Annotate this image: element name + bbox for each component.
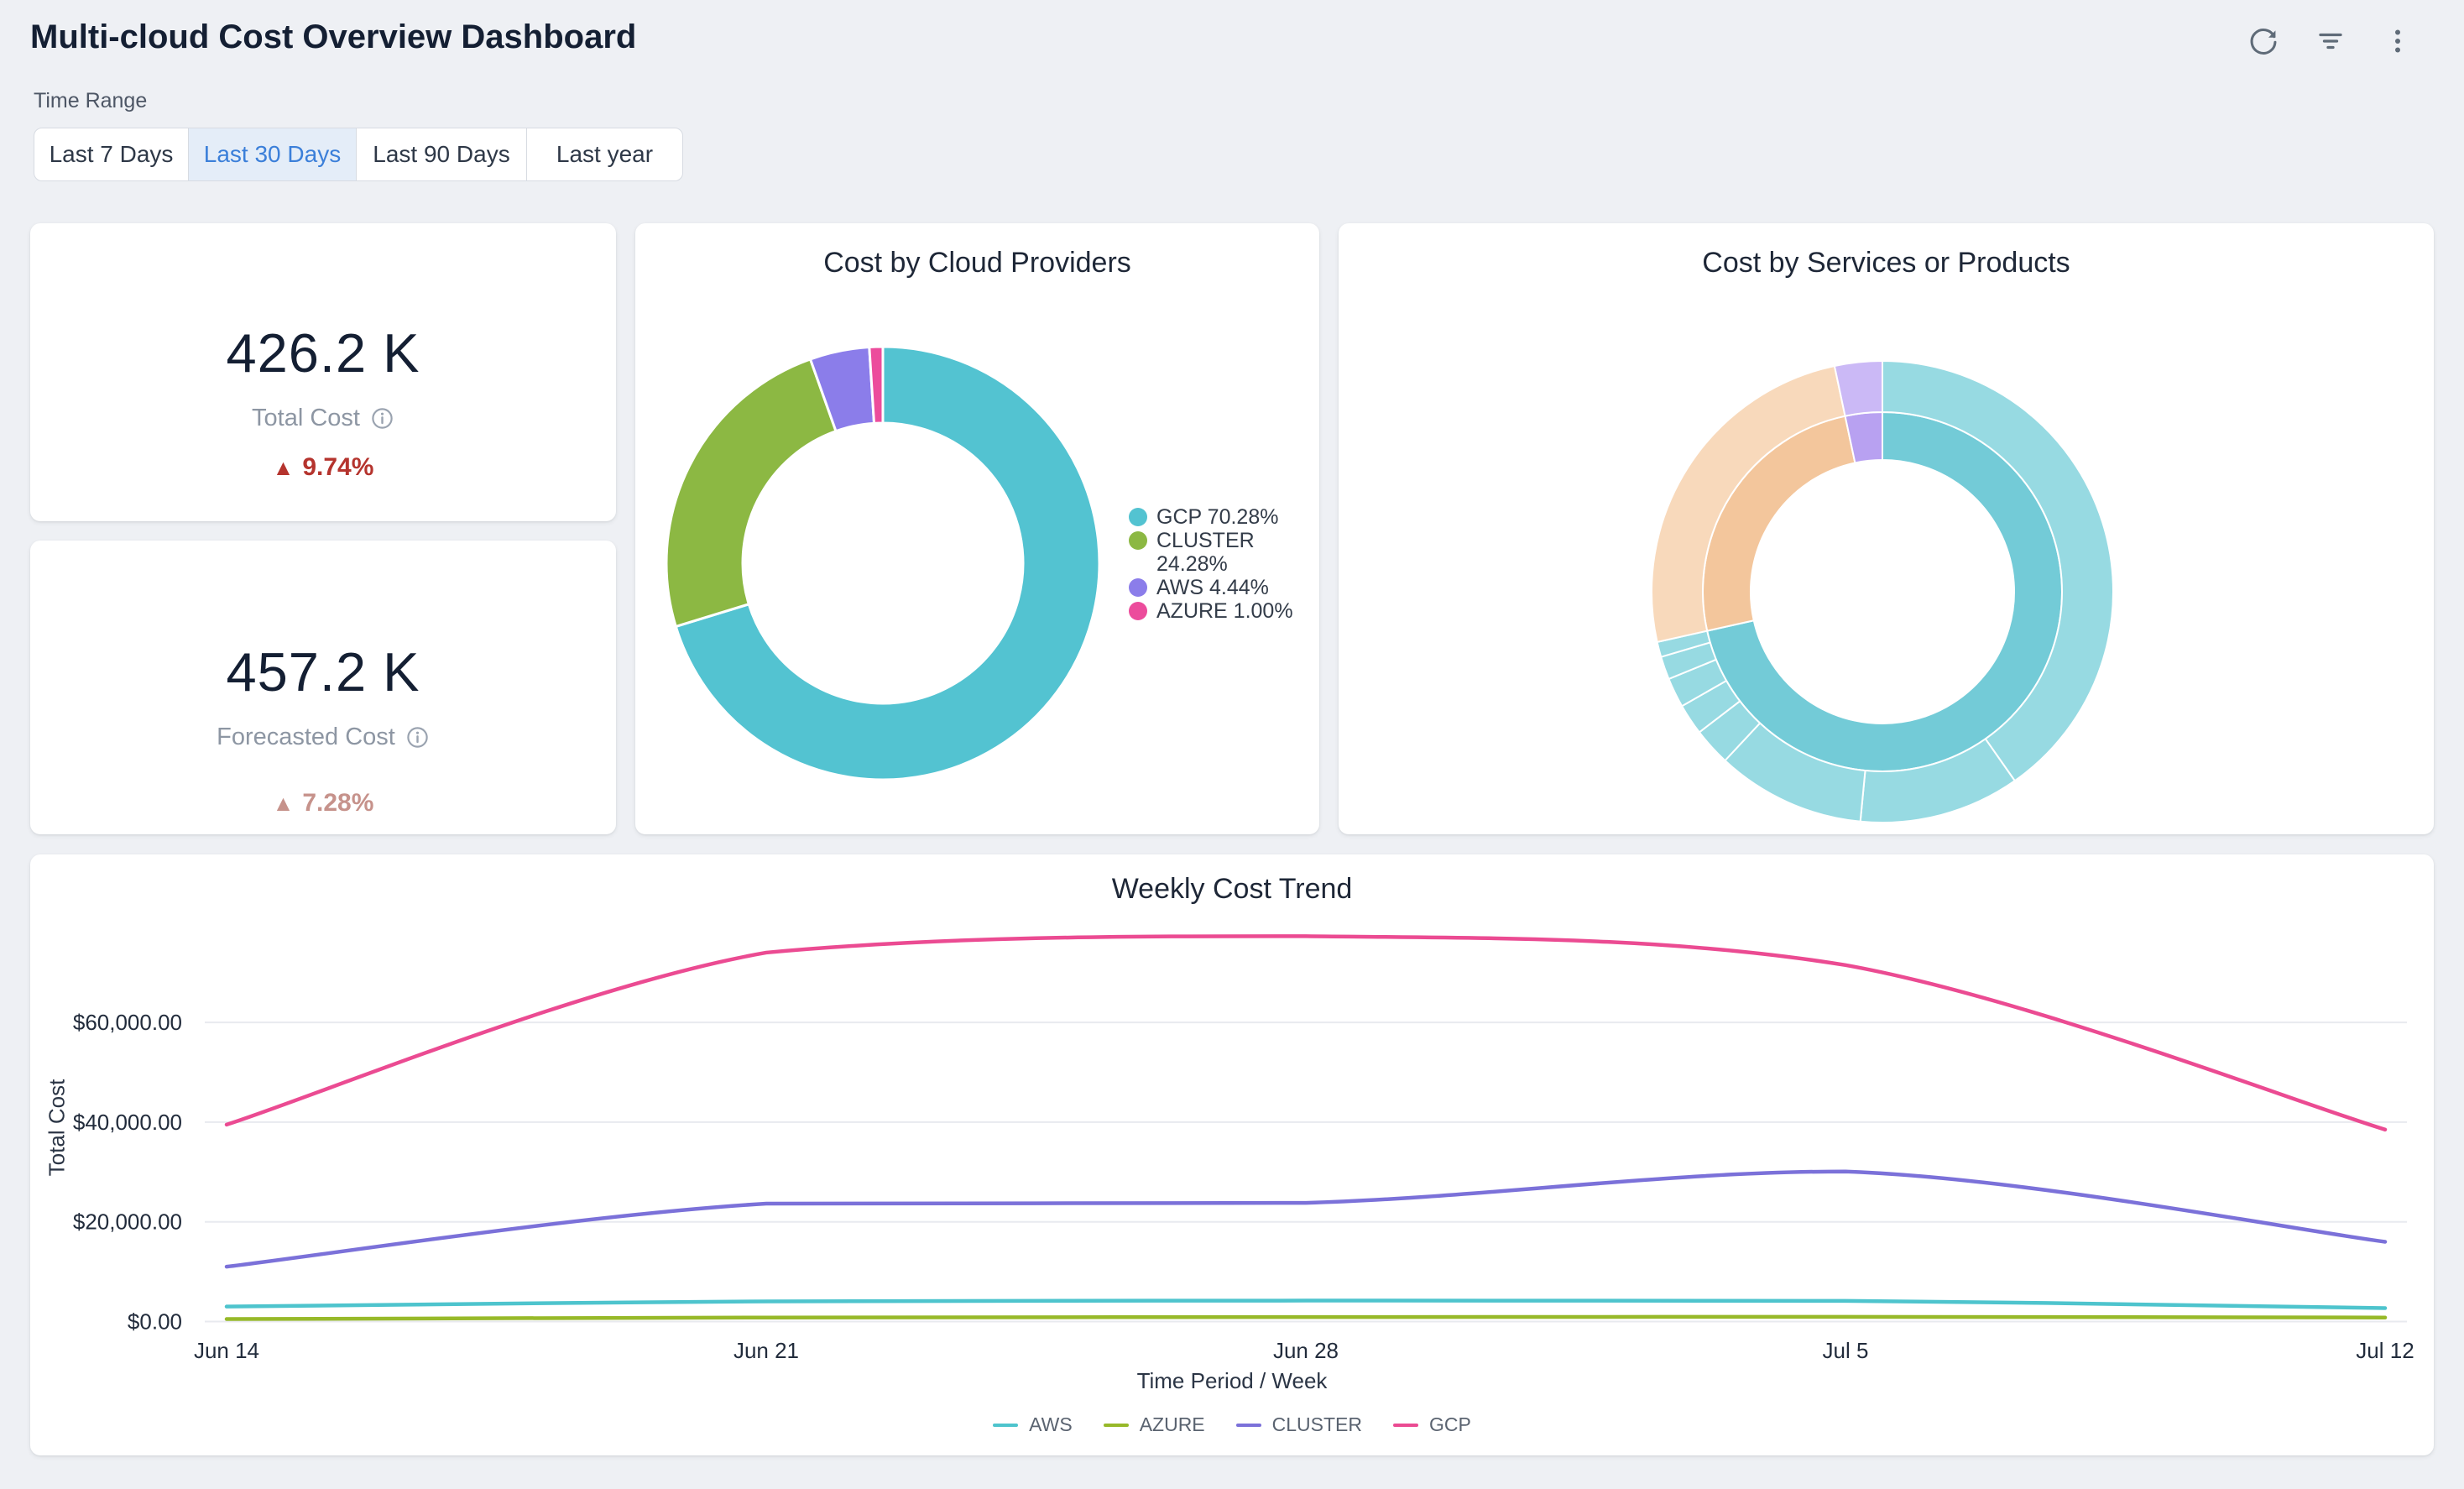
x-tick-label: Jun 28	[1273, 1338, 1339, 1363]
time-range-segmented-control: Last 7 Days Last 30 Days Last 90 Days Last …	[34, 128, 683, 181]
trend-legend-item-aws[interactable]: AWS	[993, 1413, 1073, 1436]
legend-label: CLUSTER	[1271, 1413, 1362, 1435]
donut-slice-gcp[interactable]	[674, 345, 1101, 781]
up-triangle-icon: ▲	[272, 454, 295, 480]
forecasted-cost-card: 457.2 K Forecasted Cost ▲ 7.28%	[30, 541, 616, 834]
y-tick-label: $40,000.00	[73, 1110, 182, 1135]
trend-line-azure[interactable]	[224, 1314, 2388, 1321]
time-range-option-last-7-days[interactable]: Last 7 Days	[49, 141, 174, 167]
services-chart-title: Cost by Services or Products	[1702, 247, 2070, 279]
total-cost-delta: ▲ 9.74%	[272, 453, 374, 481]
legend-label: AWS	[1029, 1413, 1073, 1435]
forecasted-cost-value: 457.2 K	[226, 640, 420, 703]
stat-label-row: Total Cost	[30, 404, 616, 432]
up-triangle-icon: ▲	[272, 790, 295, 816]
services-sunburst-chart[interactable]	[1339, 223, 2434, 834]
cost-by-services-panel: Cost by Services or Products	[1339, 223, 2434, 834]
header-actions	[2246, 24, 2415, 59]
refresh-icon	[2250, 29, 2277, 55]
total-cost-label: Total Cost	[252, 404, 360, 431]
trend-legend-item-cluster[interactable]: CLUSTER	[1235, 1413, 1362, 1436]
legend-dash	[993, 1423, 1019, 1427]
trend-legend-item-gcp[interactable]: GCP	[1393, 1413, 1471, 1436]
filter-button[interactable]	[2313, 24, 2348, 59]
trend-x-axis-title: Time Period / Week	[1136, 1368, 1328, 1393]
legend-item-azure[interactable]: AZURE 1.00%	[1129, 599, 1301, 623]
time-range-option-last-30-days[interactable]: Last 30 Days	[188, 128, 356, 180]
weekly-cost-trend-panel: Weekly Cost Trend $0.00 $20,000.00 $40,000…	[30, 854, 2434, 1455]
total-cost-card: 426.2 K Total Cost ▲ 9.74%	[30, 223, 616, 521]
kebab-menu-icon	[2395, 29, 2400, 53]
time-range-label: Time Range	[34, 89, 148, 112]
donut-slice-cluster[interactable]	[665, 358, 838, 628]
info-icon[interactable]	[405, 725, 430, 750]
legend-dash	[1393, 1423, 1418, 1427]
x-tick-label: Jun 21	[733, 1338, 799, 1363]
trend-y-axis-title: Total Cost	[44, 1079, 70, 1177]
stat-label-row: Forecasted Cost	[30, 723, 616, 751]
trend-legend: AWS AZURE CLUSTER GCP	[30, 1413, 2434, 1436]
legend-dot	[1129, 508, 1147, 526]
legend-item-gcp[interactable]: GCP 70.28%	[1129, 505, 1301, 529]
trend-chart-title: Weekly Cost Trend	[1111, 873, 1353, 905]
legend-item-cluster[interactable]: CLUSTER 24.28%	[1129, 529, 1301, 576]
filter-icon	[2319, 33, 2342, 50]
y-tick-label: $60,000.00	[73, 1010, 182, 1035]
page-title: Multi-cloud Cost Overview Dashboard	[30, 18, 637, 55]
legend-label: CLUSTER 24.28%	[1156, 529, 1255, 576]
legend-dot	[1129, 602, 1147, 620]
legend-label: AZURE 1.00%	[1156, 599, 1293, 623]
legend-label: AWS 4.44%	[1156, 576, 1269, 599]
legend-label: AZURE	[1139, 1413, 1205, 1435]
time-range-option-last-year[interactable]: Last year	[526, 128, 682, 180]
x-tick-label: Jul 5	[1823, 1338, 1869, 1363]
providers-legend: GCP 70.28% CLUSTER 24.28% AWS 4.44% AZURE 1…	[1129, 505, 1301, 623]
donut-slice-azure[interactable]	[868, 345, 885, 425]
y-tick-label: $0.00	[128, 1309, 182, 1335]
providers-chart-title: Cost by Cloud Providers	[823, 247, 1131, 279]
forecasted-cost-label: Forecasted Cost	[217, 723, 395, 750]
trend-line-cluster[interactable]	[224, 1169, 2388, 1269]
y-tick-label: $20,000.00	[73, 1209, 182, 1235]
legend-dot	[1129, 578, 1147, 597]
trend-line-gcp[interactable]	[224, 934, 2388, 1132]
refresh-button[interactable]	[2246, 24, 2281, 59]
cost-by-cloud-providers-panel: Cost by Cloud Providers GCP 70.28% CLUSTE…	[635, 223, 1319, 834]
trend-line-aws[interactable]	[224, 1298, 2388, 1310]
weekly-trend-line-chart[interactable]: $0.00 $20,000.00 $40,000.00 $60,000.00 Jun 1…	[30, 854, 2434, 1455]
x-tick-label: Jun 14	[194, 1338, 259, 1363]
legend-label: GCP	[1429, 1413, 1471, 1435]
sunburst-outer-aws-1[interactable]	[1833, 360, 1883, 417]
x-tick-label: Jul 12	[2356, 1338, 2414, 1363]
legend-dash	[1235, 1423, 1261, 1427]
forecasted-cost-delta: ▲ 7.28%	[272, 789, 374, 817]
time-range-option-last-90-days[interactable]: Last 90 Days	[356, 128, 526, 180]
sunburst-outer-gcp-1[interactable]	[1882, 360, 2114, 782]
more-button[interactable]	[2380, 24, 2415, 59]
legend-item-aws[interactable]: AWS 4.44%	[1129, 576, 1301, 599]
providers-donut-chart[interactable]	[635, 223, 1319, 834]
info-icon[interactable]	[370, 406, 394, 431]
legend-dash	[1103, 1423, 1129, 1427]
trend-legend-item-azure[interactable]: AZURE	[1103, 1413, 1205, 1436]
legend-label: GCP 70.28%	[1156, 505, 1279, 529]
total-cost-value: 426.2 K	[226, 321, 420, 384]
legend-dot	[1129, 531, 1147, 550]
